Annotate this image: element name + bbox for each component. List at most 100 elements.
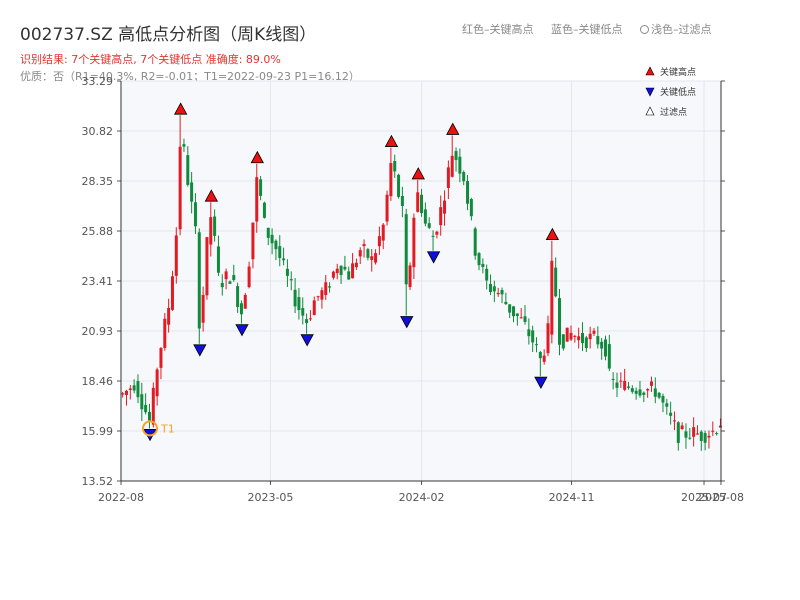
y-tick-label: 28.35 bbox=[82, 175, 114, 188]
candle-body bbox=[646, 389, 650, 391]
candle-body bbox=[155, 369, 159, 397]
y-tick-label: 18.46 bbox=[82, 375, 114, 388]
candle-body bbox=[351, 263, 355, 279]
candle-body bbox=[588, 333, 592, 340]
key-point-markers: T1 bbox=[142, 102, 560, 442]
candle-body bbox=[531, 330, 535, 343]
candle-body bbox=[504, 301, 508, 305]
result-line: 识别结果: 7个关键高点, 7个关键低点 准确度: 89.0% bbox=[20, 53, 281, 66]
candle-body bbox=[389, 163, 393, 197]
candle-body bbox=[619, 380, 623, 382]
candle-body bbox=[178, 146, 182, 230]
y-tick-label: 15.99 bbox=[82, 425, 114, 438]
candle-body bbox=[443, 200, 447, 214]
candle-body bbox=[347, 271, 351, 280]
candle-body bbox=[623, 380, 627, 390]
x-tick-label: 2025-08 bbox=[698, 491, 744, 504]
candle-body bbox=[711, 430, 715, 432]
candle-body bbox=[251, 222, 255, 260]
candle-body bbox=[638, 389, 642, 396]
legend-blue-text: 蓝色–关键低点 bbox=[551, 23, 623, 36]
key-low-marker bbox=[235, 324, 249, 337]
candle-body bbox=[301, 308, 305, 316]
candle-body bbox=[542, 355, 546, 362]
candle-body bbox=[611, 378, 615, 380]
candle-body bbox=[558, 298, 562, 345]
candle-body bbox=[485, 268, 489, 281]
legend-label: 关键高点 bbox=[660, 66, 696, 78]
y-tick-label: 30.82 bbox=[82, 125, 114, 138]
candle-body bbox=[550, 260, 554, 335]
candle-body bbox=[190, 182, 194, 202]
candle-body bbox=[676, 422, 680, 443]
hollow-circle-icon bbox=[640, 25, 649, 34]
candle-body bbox=[331, 271, 335, 278]
candle-body bbox=[435, 231, 439, 235]
x-tick-label: 2023-05 bbox=[247, 491, 293, 504]
key-high-marker bbox=[446, 122, 460, 135]
t1-label: T1 bbox=[160, 422, 175, 435]
candle-body bbox=[653, 388, 657, 397]
y-tick-label: 23.41 bbox=[82, 275, 114, 288]
candle-body bbox=[684, 431, 688, 438]
candle-body bbox=[420, 194, 424, 214]
t1-marker bbox=[142, 420, 159, 437]
candle-body bbox=[592, 330, 596, 334]
candle-body bbox=[324, 282, 328, 296]
candle-body bbox=[535, 344, 539, 346]
candle-body bbox=[186, 155, 190, 185]
candle-body bbox=[285, 268, 289, 276]
candle-body bbox=[335, 268, 339, 274]
candle-body bbox=[159, 347, 163, 368]
candles bbox=[121, 115, 722, 451]
candle-body bbox=[220, 282, 224, 288]
candle-body bbox=[297, 297, 301, 311]
candle-body bbox=[665, 403, 669, 407]
key-high-marker bbox=[384, 134, 399, 147]
candle-body bbox=[515, 313, 519, 317]
candle-body bbox=[339, 265, 343, 275]
candle-body bbox=[642, 392, 646, 395]
axes: 33.29 30.82 28.35 25.88 23.41 20.93 18.46 15.99… bbox=[82, 75, 744, 504]
candle-body bbox=[358, 250, 362, 257]
candle-body bbox=[469, 199, 473, 217]
x-tick-label: 2024-02 bbox=[399, 491, 445, 504]
candle-body bbox=[128, 388, 132, 391]
candle-body bbox=[289, 279, 293, 281]
candle-body bbox=[692, 427, 696, 437]
candle-body bbox=[354, 262, 358, 268]
candle-body bbox=[573, 335, 577, 337]
candle-body bbox=[247, 266, 251, 288]
candle-body bbox=[262, 202, 266, 218]
x-tick-label: 2022-08 bbox=[98, 491, 144, 504]
candle-body bbox=[174, 235, 178, 276]
candle-body bbox=[489, 283, 493, 292]
header-legend: 红色–关键高点 蓝色–关键低点 浅色–过滤点 bbox=[462, 21, 726, 37]
candle-body bbox=[377, 236, 381, 247]
candle-body bbox=[243, 294, 247, 309]
key-high-marker bbox=[545, 227, 560, 241]
y-tick-label: 33.29 bbox=[82, 75, 114, 88]
candle-body bbox=[458, 156, 462, 174]
quality-line: 优质：否（R1=40.3%, R2=-0.01；T1=2022-09-23 P1… bbox=[20, 70, 360, 83]
candle-body bbox=[519, 317, 523, 319]
candle-body bbox=[657, 392, 661, 398]
candle-body bbox=[427, 223, 431, 228]
candle-body bbox=[462, 172, 466, 182]
candle-body bbox=[308, 318, 312, 320]
candle-body bbox=[381, 224, 385, 241]
candle-body bbox=[205, 237, 209, 296]
legend-high-icon bbox=[645, 66, 655, 76]
candle-body bbox=[669, 412, 673, 416]
legend-light-text: 浅色–过滤点 bbox=[651, 23, 712, 36]
candle-body bbox=[680, 425, 684, 430]
candle-body bbox=[228, 281, 232, 284]
candle-body bbox=[496, 292, 500, 295]
candle-body bbox=[527, 329, 531, 337]
candle-body bbox=[124, 390, 128, 395]
candle-body bbox=[151, 387, 155, 425]
candle-body bbox=[140, 394, 144, 410]
candle-body bbox=[274, 240, 278, 250]
